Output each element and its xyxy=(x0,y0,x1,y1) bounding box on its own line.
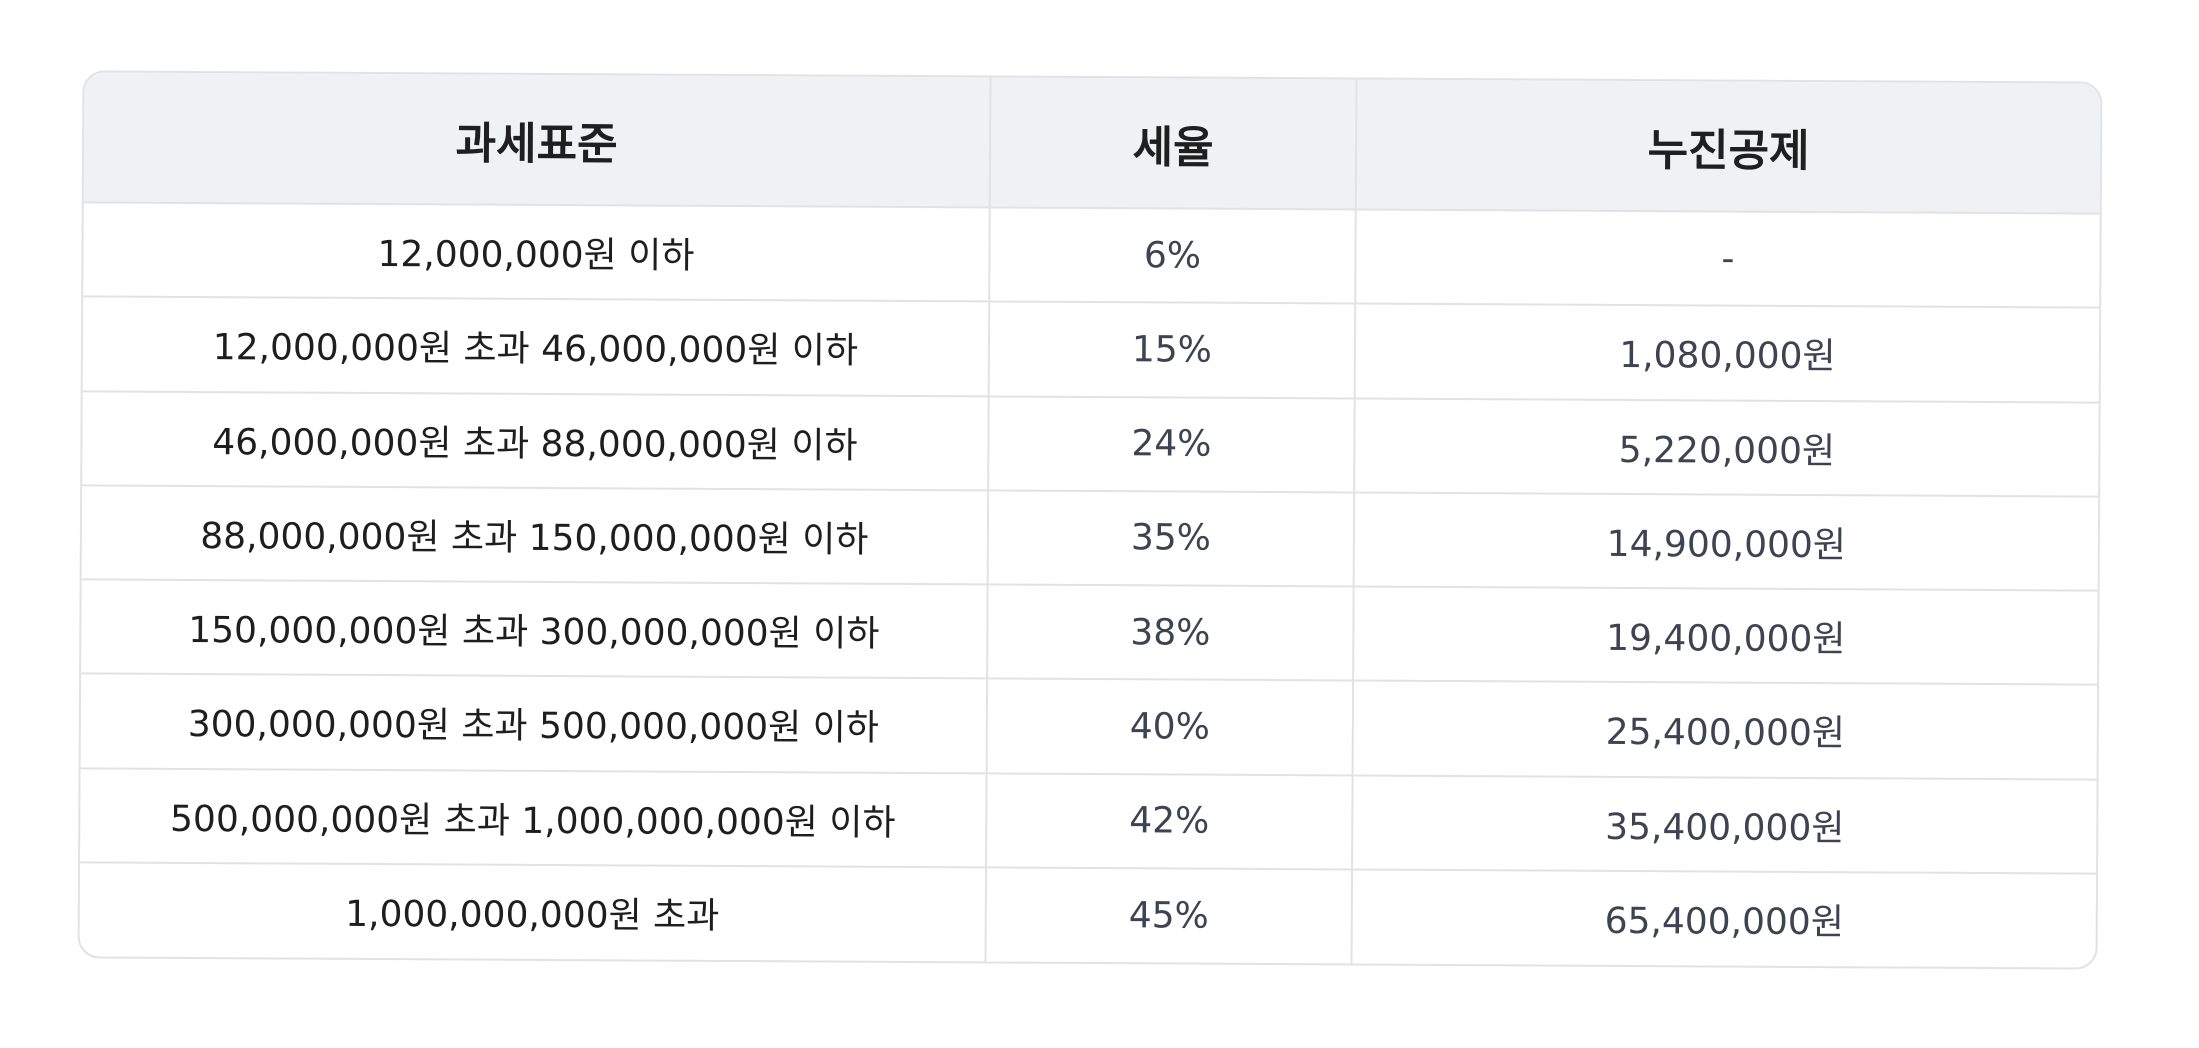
cell-tax-rate: 15% xyxy=(988,301,1356,398)
table-row: 150,000,000원 초과 300,000,000원 이하 38% 19,4… xyxy=(81,579,2098,685)
cell-progressive-deduction: 35,400,000원 xyxy=(1352,774,2097,874)
header-progressive-deduction: 누진공제 xyxy=(1355,79,2101,214)
table-row: 12,000,000원 이하 6% - xyxy=(83,202,2099,308)
header-tax-rate: 세율 xyxy=(989,77,1357,210)
header-row: 과세표준 세율 누진공제 xyxy=(83,72,2101,214)
cell-tax-base: 1,000,000,000원 초과 xyxy=(79,862,987,962)
cell-progressive-deduction: 65,400,000원 xyxy=(1351,869,2097,968)
table-row: 500,000,000원 초과 1,000,000,000원 이하 42% 35… xyxy=(80,767,2097,874)
cell-progressive-deduction: 19,400,000원 xyxy=(1353,586,2098,685)
cell-tax-rate: 35% xyxy=(987,490,1355,587)
table-row: 300,000,000원 초과 500,000,000원 이하 40% 25,4… xyxy=(80,673,2098,780)
cell-tax-base: 12,000,000원 초과 46,000,000원 이하 xyxy=(82,296,990,396)
cell-tax-base: 500,000,000원 초과 1,000,000,000원 이하 xyxy=(80,767,987,868)
cell-tax-base: 46,000,000원 초과 88,000,000원 이하 xyxy=(82,390,989,491)
cell-tax-rate: 6% xyxy=(989,207,1356,304)
table-body: 12,000,000원 이하 6% - 12,000,000원 초과 46,00… xyxy=(79,202,2100,968)
header-tax-base: 과세표준 xyxy=(83,72,991,208)
cell-progressive-deduction: 25,400,000원 xyxy=(1352,680,2098,780)
tax-rate-table: 과세표준 세율 누진공제 12,000,000원 이하 6% - 12,000,… xyxy=(79,72,2101,968)
cell-progressive-deduction: 5,220,000원 xyxy=(1354,397,2099,497)
cell-progressive-deduction: 14,900,000원 xyxy=(1353,492,2099,591)
table-row: 46,000,000원 초과 88,000,000원 이하 24% 5,220,… xyxy=(82,390,2099,497)
cell-tax-rate: 40% xyxy=(986,678,1354,775)
cell-tax-base: 12,000,000원 이하 xyxy=(83,202,990,302)
cell-tax-rate: 24% xyxy=(988,395,1355,493)
tax-rate-table-card: 과세표준 세율 누진공제 12,000,000원 이하 6% - 12,000,… xyxy=(77,70,2103,970)
cell-tax-base: 88,000,000원 초과 150,000,000원 이하 xyxy=(81,485,989,585)
cell-progressive-deduction: - xyxy=(1721,238,1735,280)
cell-tax-base: 300,000,000원 초과 500,000,000원 이하 xyxy=(80,673,988,773)
cell-tax-base: 150,000,000원 초과 300,000,000원 이하 xyxy=(81,579,988,679)
table-row: 12,000,000원 초과 46,000,000원 이하 15% 1,080,… xyxy=(82,296,2100,403)
table-header: 과세표준 세율 누진공제 xyxy=(83,72,2101,214)
cell-progressive-deduction: 1,080,000원 xyxy=(1354,303,2100,403)
table-row: 1,000,000,000원 초과 45% 65,400,000원 xyxy=(79,862,2097,968)
cell-tax-rate: 42% xyxy=(986,772,1353,870)
cell-tax-rate: 38% xyxy=(987,584,1354,681)
cell-tax-rate: 45% xyxy=(985,867,1353,964)
table-row: 88,000,000원 초과 150,000,000원 이하 35% 14,90… xyxy=(81,485,2099,591)
